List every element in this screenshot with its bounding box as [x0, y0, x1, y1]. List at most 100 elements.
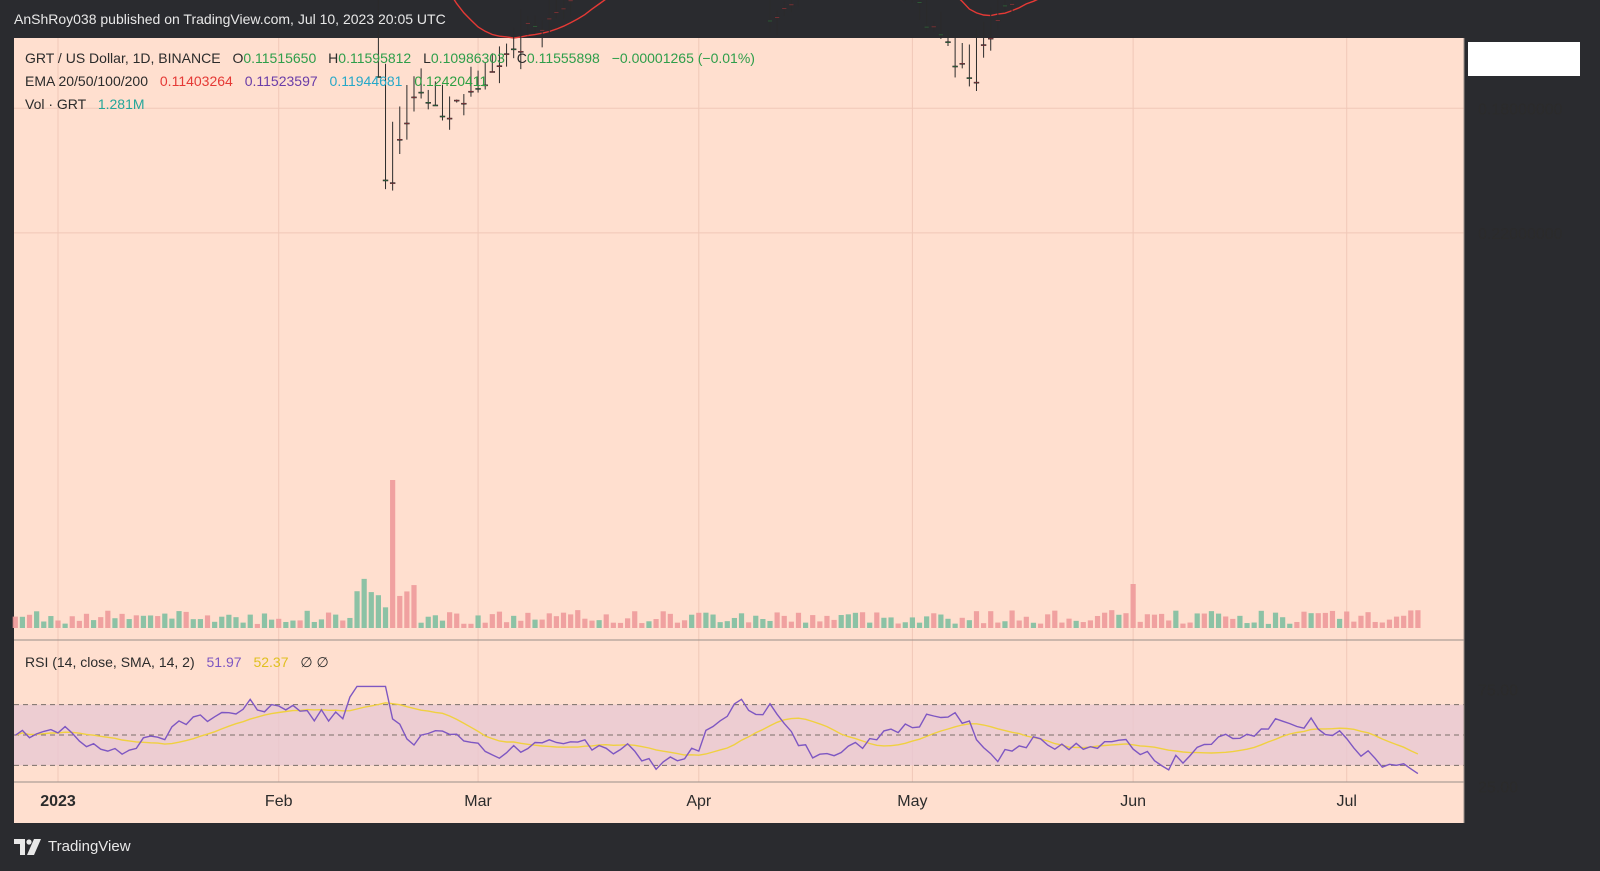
high-label: H — [328, 50, 338, 66]
volume-bar — [397, 595, 403, 628]
volume-bar — [881, 617, 887, 628]
volume-bar — [1272, 612, 1279, 628]
volume-bar — [432, 615, 438, 628]
volume-bar — [625, 618, 631, 628]
volume-bar — [1401, 615, 1407, 628]
candle-body — [461, 102, 467, 105]
volume-bar — [475, 615, 481, 628]
ema-lines — [453, 0, 1038, 39]
volume-bar — [560, 612, 567, 628]
volume-bar — [212, 621, 218, 628]
volume-bar — [1059, 622, 1065, 628]
volume-bar — [1130, 584, 1136, 628]
candle-body — [973, 81, 980, 84]
volume-bar — [1201, 613, 1207, 628]
volume-bar — [290, 620, 296, 628]
candle-body — [916, 1, 923, 4]
x-tick-label: 2023 — [40, 793, 76, 810]
chart-canvas[interactable]: 0.22000000 0.18000000 75.00 25.00 2023 Feb Ma… — [0, 0, 1600, 823]
volume-bar — [674, 622, 681, 628]
volume-bar — [489, 614, 495, 628]
volume-bar — [1009, 610, 1015, 628]
price-axis[interactable]: 0.22000000 0.18000000 75.00 25.00 — [1478, 101, 1563, 796]
volume-bar — [632, 611, 638, 628]
ema200-value: 0.12420411 — [414, 73, 487, 89]
volume-bar — [1358, 615, 1364, 628]
volume-bar — [83, 613, 90, 628]
volume-bar — [824, 615, 830, 628]
volume-bar — [1322, 612, 1328, 628]
volume-bar — [454, 613, 460, 628]
volume-bar — [1137, 621, 1143, 628]
volume-bar — [803, 622, 809, 628]
volume-bar — [1372, 621, 1378, 628]
x-tick-label: May — [897, 793, 927, 810]
candle-body — [518, 51, 524, 53]
close-value: 0.11555898 — [527, 50, 600, 66]
volume-bar — [1294, 621, 1300, 628]
volume-bar — [147, 615, 154, 628]
volume-bar — [1408, 610, 1414, 628]
volume-bar — [852, 612, 859, 628]
volume-bar — [1393, 616, 1400, 628]
volume-bar — [738, 613, 745, 628]
volume-bar — [988, 611, 994, 628]
ema-line — [453, 0, 1038, 39]
candle-body — [397, 138, 403, 141]
x-tick-label: Mar — [464, 793, 492, 810]
candle-body — [382, 179, 389, 182]
volume-bar — [91, 620, 97, 628]
open-label: O — [232, 50, 243, 66]
candle-body — [553, 11, 560, 14]
volume-bar — [596, 620, 602, 628]
volume-bar — [34, 611, 40, 628]
volume-bar — [468, 623, 474, 628]
volume-bar — [795, 612, 802, 628]
ema-legend: EMA 20/50/100/200 0.11403264 0.11523597 … — [25, 73, 488, 89]
volume-bar — [959, 617, 965, 628]
volume-bar — [390, 480, 396, 628]
volume-bar — [603, 614, 609, 628]
volume-bar — [155, 616, 161, 628]
volume-bar — [639, 623, 645, 628]
volume-bar — [1116, 614, 1122, 628]
volume-bar — [461, 623, 467, 628]
volume-bar — [568, 614, 574, 628]
volume-bar — [1102, 612, 1108, 628]
volume-bar — [931, 613, 937, 628]
volume-bar — [945, 618, 951, 628]
rsi-y-tick-label: 75.00 — [1478, 682, 1518, 699]
volume-bar — [902, 622, 908, 628]
volume-bar — [689, 614, 695, 628]
volume-bar — [261, 613, 268, 628]
volume-bar — [247, 614, 253, 628]
volume-bar — [297, 620, 303, 628]
volume-bar — [617, 622, 624, 628]
price-axis-top-box — [1468, 42, 1580, 76]
volume-bar — [774, 612, 780, 628]
volume-bar — [340, 620, 346, 628]
volume-bar — [646, 621, 652, 628]
symbol-label: GRT / US Dollar, 1D, BINANCE — [25, 50, 221, 66]
volume-bar — [995, 622, 1001, 628]
volume-bar — [62, 623, 68, 628]
volume-bar — [425, 616, 431, 628]
volume-bar — [325, 612, 332, 628]
volume-bar — [368, 592, 374, 628]
volume-bar — [1337, 618, 1343, 628]
candle-body — [931, 26, 937, 28]
volume-value: 1.281M — [98, 96, 145, 112]
footer-bar: TradingView — [0, 823, 1600, 871]
brand-name: TradingView — [48, 838, 131, 855]
volume-bar — [810, 615, 816, 628]
volume-bar — [1230, 618, 1236, 628]
time-axis[interactable]: 2023 Feb Mar Apr May Jun Jul — [40, 793, 1357, 810]
volume-bar — [511, 615, 517, 628]
volume-bar — [817, 621, 823, 628]
volume-bar — [503, 622, 510, 628]
volume-bar — [859, 612, 866, 628]
tradingview-logo[interactable]: TradingView — [14, 838, 131, 855]
volume-bar — [98, 617, 104, 628]
volume-bar — [710, 614, 716, 628]
candle-body — [781, 7, 787, 10]
